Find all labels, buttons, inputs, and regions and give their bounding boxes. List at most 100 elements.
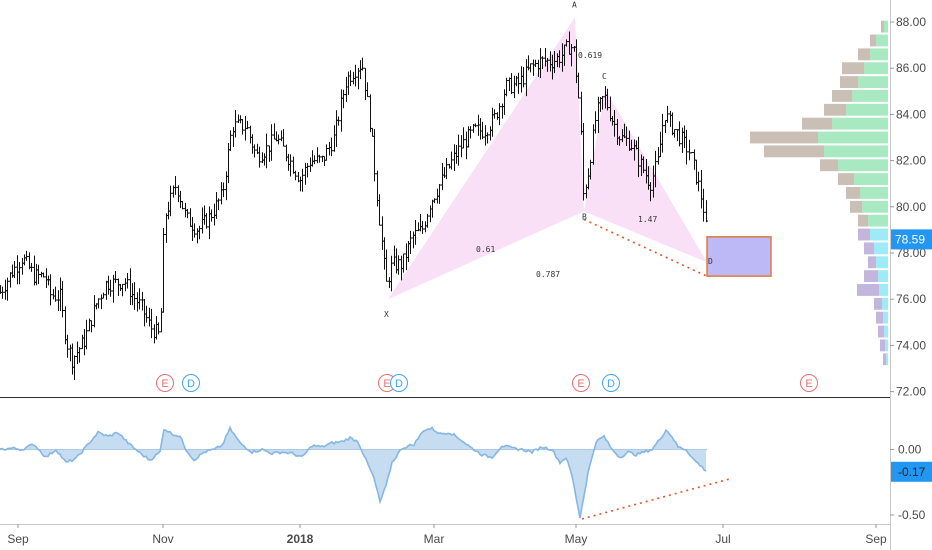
volume-down-bar [842, 62, 864, 75]
oscillator-line [0, 425, 707, 519]
volume-up-bar [886, 353, 888, 366]
volume-down-bar [832, 89, 852, 102]
time-tick-label: 2018 [287, 532, 314, 546]
volume-up-bar [878, 270, 888, 283]
volume-up-bar [876, 256, 888, 269]
price-tick-label: 86.00 [896, 61, 926, 75]
dividend-event-marker[interactable]: D [390, 374, 408, 392]
time-tick-label: Sep [865, 532, 887, 546]
volume-down-bar [802, 117, 832, 130]
volume-down-bar [820, 159, 838, 172]
volume-up-bar [870, 48, 888, 61]
last-price-label: 78.59 [895, 232, 925, 246]
pattern-label-c: C [602, 72, 607, 81]
volume-up-bar [824, 145, 888, 158]
volume-up-bar [868, 214, 888, 227]
time-tick-label: Sep [7, 532, 29, 546]
time-tick-label: Mar [424, 532, 445, 546]
oscillator-area [0, 427, 706, 519]
time-tick-label: Jul [715, 532, 730, 546]
volume-down-bar [840, 76, 858, 88]
earnings-marker-circle [800, 374, 818, 392]
dividend-event-marker[interactable]: D [602, 374, 620, 392]
volume-down-bar [876, 311, 883, 324]
volume-down-bar [874, 297, 882, 310]
dividend-marker-label: D [395, 378, 403, 390]
volume-up-bar [884, 325, 888, 338]
price-tick-label: 84.00 [896, 107, 926, 121]
volume-down-bar [881, 20, 884, 33]
volume-up-bar [838, 159, 888, 172]
oscillator-axis[interactable]: 0.00 -0.50 -0.17 [890, 443, 932, 523]
pattern-ratio: 0.619 [578, 51, 602, 60]
price-axis[interactable]: 88.00 86.00 84.00 82.00 80.00 78.00 76.00 74.00… [890, 15, 932, 399]
dividend-event-marker[interactable]: D [182, 374, 200, 392]
pattern-label-x: X [384, 310, 389, 319]
price-pane [0, 0, 890, 397]
volume-up-bar [882, 297, 888, 310]
volume-down-bar [846, 187, 860, 199]
dividend-marker-label: D [187, 378, 195, 390]
earnings-marker-label: E [161, 378, 168, 390]
dividend-marker-circle [602, 374, 620, 392]
earnings-marker-label: E [383, 378, 390, 390]
volume-up-bar [879, 284, 888, 296]
volume-down-bar [883, 353, 886, 366]
time-tick-label: May [565, 532, 588, 546]
pattern-ratio: 0.787 [536, 270, 560, 279]
volume-down-bar [850, 200, 862, 213]
volume-up-bar [885, 339, 888, 352]
oscillator-value-badge[interactable] [891, 461, 932, 482]
oscillator-tick-label: 0.00 [898, 443, 922, 457]
ohlc-bars [0, 31, 708, 380]
volume-down-bar [870, 34, 876, 47]
volume-up-bar [870, 228, 888, 241]
volume-down-bar [868, 256, 876, 269]
price-tick-label: 88.00 [896, 15, 926, 29]
pattern-annotations: X A B C D 0.619 0.61 0.787 1.47 [384, 0, 713, 319]
price-tick-label: 74.00 [896, 338, 926, 352]
earnings-marker-label: E [577, 378, 584, 390]
volume-up-bar [862, 200, 888, 213]
price-tick-label: 80.00 [896, 200, 926, 214]
volume-down-bar [878, 325, 884, 338]
volume-up-bar [884, 20, 888, 33]
prz-box[interactable] [706, 236, 772, 277]
price-tick-label: 76.00 [896, 292, 926, 306]
earnings-marker-circle [572, 374, 590, 392]
earnings-event-marker[interactable]: E [572, 374, 590, 392]
divergence-line [581, 477, 733, 520]
volume-up-bar [874, 242, 888, 255]
pattern-label-b: B [582, 212, 587, 221]
volume-up-bar [818, 131, 888, 144]
volume-up-bar [854, 173, 888, 186]
volume-down-bar [858, 214, 868, 227]
volume-down-bar [857, 284, 879, 296]
pattern-ratio: 1.47 [638, 215, 657, 224]
volume-down-bar [864, 270, 878, 283]
volume-down-bar [858, 228, 870, 241]
earnings-marker-label: E [805, 378, 812, 390]
volume-up-bar [852, 89, 888, 102]
volume-down-bar [764, 145, 824, 158]
price-tick-label: 78.00 [896, 246, 926, 260]
volume-down-bar [858, 48, 870, 61]
volume-up-bar [864, 62, 888, 75]
pattern-triangle-xab [388, 17, 584, 300]
time-tick-label: Nov [152, 532, 173, 546]
volume-down-bar [880, 339, 885, 352]
volume-down-bar [824, 103, 846, 116]
time-axis[interactable]: Sep Nov 2018 Mar May Jul Sep [7, 524, 887, 546]
volume-up-bar [832, 117, 888, 130]
dividend-marker-label: D [607, 378, 615, 390]
pattern-label-a: A [572, 0, 577, 9]
last-price-badge[interactable] [891, 229, 932, 250]
earnings-event-marker[interactable]: E [156, 374, 174, 392]
earnings-marker-circle [156, 374, 174, 392]
volume-up-bar [860, 187, 888, 199]
earnings-event-marker[interactable]: E [800, 374, 818, 392]
price-tick-label: 72.00 [896, 385, 926, 399]
price-tick-label: 82.00 [896, 154, 926, 168]
